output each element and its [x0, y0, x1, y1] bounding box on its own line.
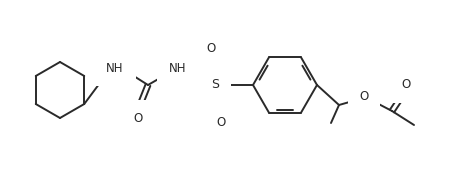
Text: O: O: [206, 42, 215, 55]
Text: O: O: [216, 115, 225, 128]
Text: O: O: [133, 111, 142, 124]
Text: O: O: [359, 90, 368, 103]
Text: NH: NH: [169, 62, 187, 75]
Text: O: O: [400, 78, 410, 91]
Text: NH: NH: [106, 62, 123, 75]
Text: S: S: [211, 78, 218, 91]
